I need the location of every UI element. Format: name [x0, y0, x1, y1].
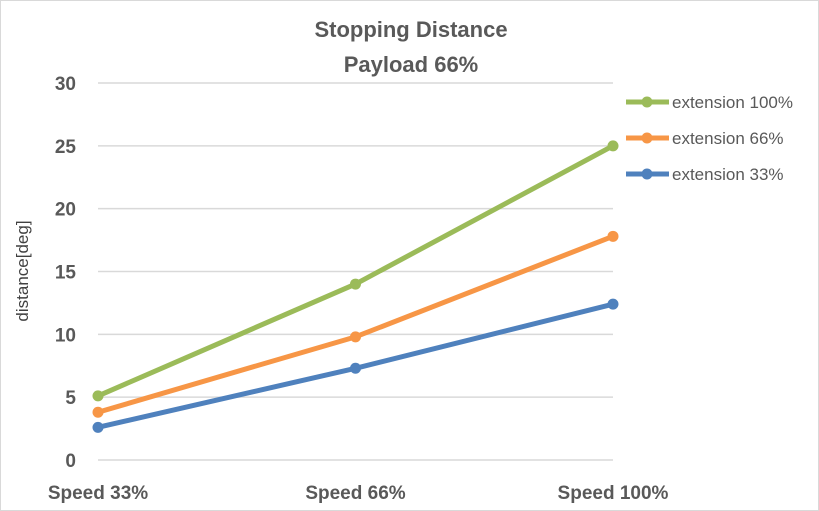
- legend-marker: [641, 96, 653, 108]
- y-tick-label: 15: [55, 263, 77, 284]
- data-point: [92, 421, 104, 433]
- series-extension-66-: [92, 230, 619, 418]
- y-tick-label: 10: [55, 325, 76, 346]
- y-tick-label: 0: [65, 451, 76, 472]
- x-tick-label: Speed 100%: [558, 483, 669, 504]
- y-tick-label: 20: [55, 200, 76, 221]
- data-point: [350, 362, 361, 374]
- legend-label: extension 100%: [672, 93, 793, 112]
- series-extension-33-: [92, 298, 619, 433]
- data-point: [92, 406, 104, 418]
- x-tick-label: Speed 33%: [48, 483, 148, 504]
- data-point: [350, 331, 361, 343]
- series-extension-100-: [92, 140, 619, 402]
- y-tick-label: 30: [55, 74, 76, 95]
- x-tick-label: Speed 66%: [305, 483, 405, 504]
- chart-title-line-2: Payload 66%: [344, 52, 479, 77]
- y-tick-label: 25: [55, 137, 77, 158]
- legend-marker: [641, 168, 653, 180]
- chart-title-line-1: Stopping Distance: [314, 17, 507, 42]
- legend-marker: [641, 132, 653, 144]
- data-point: [607, 298, 619, 310]
- y-axis-label: distance[deg]: [13, 220, 32, 321]
- data-point: [350, 278, 361, 290]
- data-point: [92, 390, 104, 402]
- data-point: [607, 230, 619, 242]
- legend-label: extension 33%: [672, 165, 784, 184]
- legend-label: extension 66%: [672, 129, 784, 148]
- data-point: [607, 140, 619, 152]
- y-tick-label: 5: [65, 388, 76, 409]
